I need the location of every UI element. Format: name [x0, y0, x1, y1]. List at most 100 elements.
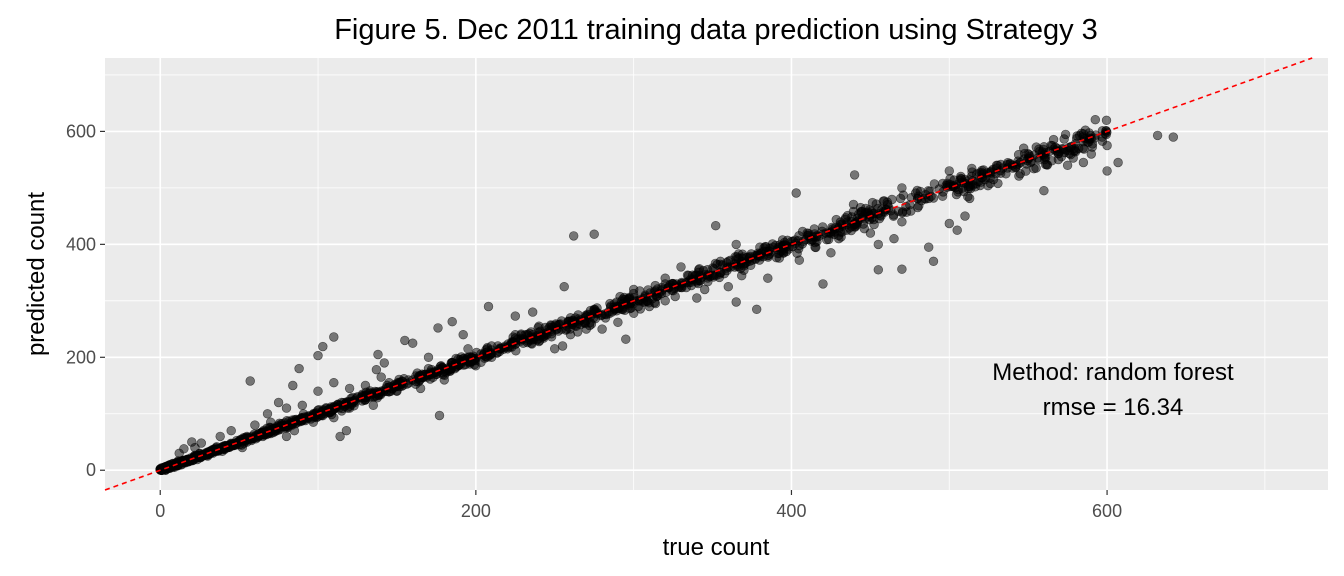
x-tick-label: 400	[776, 501, 806, 521]
y-axis-title: predicted count	[23, 192, 50, 356]
data-point	[613, 317, 623, 327]
data-point	[1014, 171, 1024, 181]
data-point	[215, 431, 225, 442]
data-point	[686, 280, 696, 291]
data-point	[690, 271, 700, 281]
data-points	[155, 114, 1179, 475]
data-point	[463, 344, 473, 354]
data-point	[559, 282, 569, 292]
data-point	[791, 188, 801, 198]
data-point	[826, 248, 836, 258]
data-point	[221, 440, 231, 451]
data-point	[412, 368, 422, 378]
data-point	[1080, 125, 1091, 135]
data-point	[944, 166, 954, 176]
data-point	[1168, 132, 1179, 142]
data-point	[313, 350, 323, 361]
data-point	[329, 378, 339, 388]
y-tick-label: 200	[66, 347, 96, 367]
data-point	[565, 324, 575, 334]
data-point	[557, 341, 568, 351]
data-point	[873, 239, 883, 250]
x-tick-label: 600	[1092, 501, 1122, 521]
data-point	[988, 174, 999, 185]
data-point	[710, 221, 721, 231]
data-point	[1062, 160, 1073, 171]
data-point	[751, 304, 762, 314]
data-point	[1102, 166, 1112, 176]
data-point	[509, 338, 519, 348]
data-point	[721, 258, 732, 268]
data-point	[1034, 144, 1044, 154]
data-point	[898, 190, 908, 200]
data-point	[660, 273, 670, 283]
data-point	[246, 434, 257, 444]
data-point	[794, 231, 804, 241]
data-point	[335, 431, 345, 442]
major-grid	[105, 58, 1328, 490]
annotation-method: Method: random forest	[992, 359, 1234, 386]
data-point	[1079, 137, 1089, 147]
data-point	[792, 248, 802, 259]
data-point	[1060, 129, 1071, 140]
data-point	[434, 410, 445, 421]
data-point	[461, 355, 471, 366]
data-point	[281, 431, 292, 442]
data-point	[777, 240, 788, 251]
data-point	[1048, 134, 1059, 145]
data-point	[952, 225, 962, 235]
data-point	[313, 386, 323, 396]
data-point	[694, 264, 705, 274]
data-point	[341, 426, 352, 436]
data-point	[379, 358, 389, 368]
data-point	[376, 372, 386, 382]
data-point	[342, 403, 353, 413]
data-point	[273, 397, 284, 408]
data-point	[199, 450, 209, 460]
data-point	[835, 217, 846, 227]
data-point	[400, 335, 410, 346]
data-point	[196, 438, 207, 448]
reference-line-y-equals-x	[104, 57, 1313, 491]
data-point	[889, 234, 899, 244]
data-point	[849, 170, 860, 180]
data-point	[818, 279, 828, 289]
x-axis-title: true count	[663, 534, 770, 561]
data-point	[1019, 148, 1030, 159]
data-point	[179, 444, 189, 454]
data-point	[408, 338, 418, 348]
data-point	[923, 242, 934, 252]
data-point	[1113, 157, 1123, 168]
data-point	[226, 426, 236, 436]
data-point	[597, 324, 607, 334]
data-point	[589, 229, 599, 239]
data-point	[297, 400, 307, 410]
data-point	[971, 169, 982, 179]
data-point	[1078, 157, 1089, 168]
data-point	[836, 232, 846, 242]
data-point	[621, 334, 631, 344]
data-point	[288, 380, 298, 391]
data-point	[1042, 160, 1053, 170]
data-point	[964, 193, 975, 204]
data-point	[897, 264, 907, 274]
axis-ticks: 0 200 400 600 0 200 400 600	[66, 121, 1122, 521]
data-point	[692, 293, 702, 303]
data-point	[579, 317, 590, 327]
data-point	[676, 262, 686, 272]
data-point	[1152, 130, 1163, 141]
y-tick-label: 0	[86, 460, 96, 480]
data-point	[482, 347, 493, 357]
data-point	[864, 215, 875, 225]
data-point	[389, 380, 399, 391]
data-point	[483, 301, 494, 312]
data-point	[707, 263, 718, 273]
data-point	[373, 349, 383, 360]
data-point	[731, 239, 741, 250]
data-point	[644, 298, 654, 308]
data-point	[1101, 115, 1112, 126]
data-point	[912, 185, 922, 196]
data-point	[423, 352, 434, 362]
data-point	[458, 330, 468, 340]
data-point	[1039, 186, 1049, 196]
